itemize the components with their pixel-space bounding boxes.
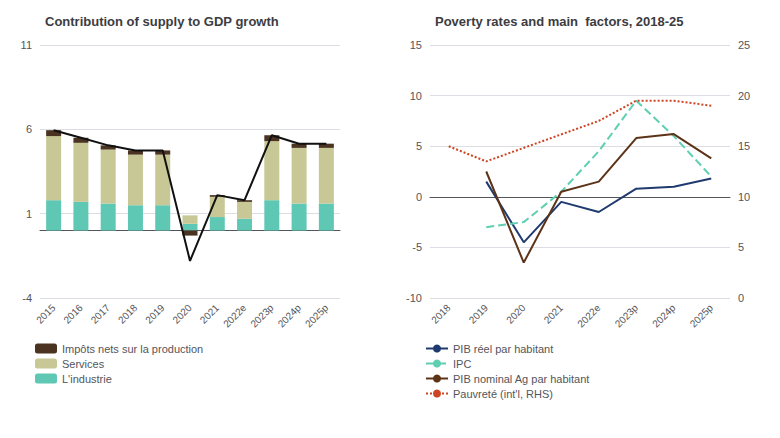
svg-text:2022e: 2022e: [221, 302, 249, 330]
svg-text:2018: 2018: [116, 302, 140, 326]
svg-text:-5: -5: [412, 241, 422, 253]
svg-text:2020: 2020: [170, 302, 194, 326]
svg-text:2024p: 2024p: [650, 302, 678, 330]
svg-text:2025p: 2025p: [688, 302, 716, 330]
svg-text:2019: 2019: [143, 302, 167, 326]
svg-text:2023p: 2023p: [248, 302, 276, 330]
svg-text:25: 25: [738, 39, 750, 51]
svg-text:15: 15: [410, 39, 422, 51]
svg-text:L'industrie: L'industrie: [62, 373, 112, 385]
svg-text:2017: 2017: [89, 302, 113, 326]
svg-text:5: 5: [416, 140, 422, 152]
svg-text:2024p: 2024p: [276, 302, 304, 330]
svg-text:Poverty rates and main factor: Poverty rates and main factors, 2018-25: [435, 14, 684, 29]
svg-text:Pauvreté (int'l, RHS): Pauvreté (int'l, RHS): [453, 388, 553, 400]
svg-text:2022e: 2022e: [575, 302, 603, 330]
svg-text:Impôts nets sur la production: Impôts nets sur la production: [62, 343, 203, 355]
svg-text:2025p: 2025p: [303, 302, 331, 330]
svg-text:PIB réel par habitant: PIB réel par habitant: [453, 343, 553, 355]
svg-text:2016: 2016: [61, 302, 85, 326]
svg-text:2015: 2015: [34, 302, 58, 326]
svg-text:15: 15: [738, 140, 750, 152]
svg-text:5: 5: [738, 241, 744, 253]
svg-text:10: 10: [410, 90, 422, 102]
svg-text:2020: 2020: [504, 302, 528, 326]
svg-text:2019: 2019: [467, 302, 491, 326]
svg-text:Services: Services: [62, 358, 105, 370]
svg-text:2021: 2021: [198, 302, 222, 326]
svg-text:-4: -4: [22, 292, 32, 304]
svg-text:2021: 2021: [542, 302, 566, 326]
svg-text:10: 10: [738, 191, 750, 203]
svg-text:11: 11: [21, 39, 32, 51]
svg-text:0: 0: [416, 191, 422, 203]
svg-text:6: 6: [26, 123, 32, 135]
svg-text:Contribution of supply to GDP: Contribution of supply to GDP growth: [45, 14, 279, 29]
svg-text:IPC: IPC: [453, 358, 471, 370]
svg-text:0: 0: [738, 292, 744, 304]
svg-text:PIB nominal Ag par habitant: PIB nominal Ag par habitant: [453, 373, 589, 385]
svg-text:1: 1: [26, 208, 32, 220]
svg-text:2023p: 2023p: [613, 302, 641, 330]
svg-text:-10: -10: [406, 292, 422, 304]
svg-text:20: 20: [738, 90, 750, 102]
svg-text:2018: 2018: [429, 302, 453, 326]
